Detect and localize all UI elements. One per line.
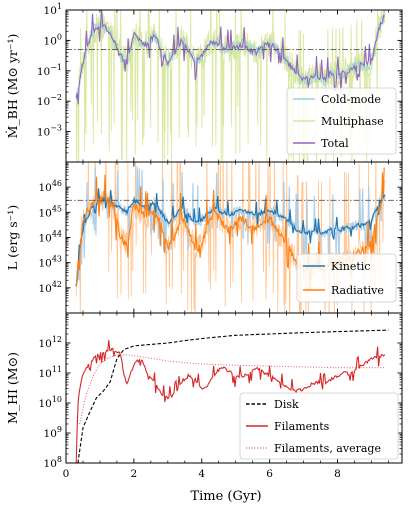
legend-label: Disk [274, 398, 299, 411]
series-noise-kinetic [75, 185, 386, 287]
plot-area [66, 162, 402, 313]
x-tick-label: 8 [334, 468, 341, 480]
y-tick-label: 1042 [38, 280, 62, 295]
series-noise-total [75, 10, 385, 105]
legend-label: Filaments, average [274, 442, 381, 455]
y-tick-exponent: −2 [50, 93, 62, 102]
series-noise-kinetic [75, 166, 386, 284]
legend-label: Radiative [331, 284, 384, 297]
y-tick-label: 10−3 [37, 124, 62, 139]
y-tick-exponent: −3 [50, 124, 62, 133]
axes-frame [65, 312, 403, 464]
y-tick-label: 100 [44, 32, 62, 47]
y-tick-label: 10−1 [37, 63, 62, 78]
legend: Cold-mode Multiphase Total [286, 87, 397, 155]
y-tick-exponent: 45 [52, 204, 62, 213]
legend: Disk Filaments Filaments, average [239, 392, 399, 460]
series-line-disk [77, 329, 389, 463]
x-tick-label: 2 [131, 468, 138, 480]
x-tick-label: 0 [63, 468, 70, 480]
y-tick-label: 1011 [38, 365, 62, 380]
y-tick-label: 1010 [38, 395, 62, 410]
y-tick-exponent: 42 [52, 280, 62, 289]
legend-label: Kinetic [331, 260, 370, 273]
y-tick-label: 1012 [38, 335, 62, 350]
y-tick-exponent: 9 [57, 425, 62, 434]
x-tick-label: 6 [266, 468, 273, 480]
y-tick-exponent: 44 [52, 230, 62, 239]
legend-box [286, 87, 397, 155]
legend-box [239, 392, 399, 460]
y-tick-exponent: 0 [57, 32, 62, 41]
legend-label: Total [321, 137, 349, 150]
legend-label: Filaments [274, 420, 330, 433]
y-tick-exponent: −1 [50, 63, 62, 72]
y-tick-label: 108 [44, 455, 62, 470]
y-tick-label: 109 [44, 425, 62, 440]
y-axis-label: M_HI (M⊙) [5, 352, 20, 424]
x-tick-label: 4 [198, 468, 205, 480]
legend-label: Cold-mode [321, 93, 381, 106]
y-tick-label: 1046 [38, 179, 62, 194]
y-tick-exponent: 8 [57, 455, 62, 464]
y-tick-exponent: 10 [52, 395, 62, 404]
y-tick-exponent: 11 [52, 365, 62, 374]
y-tick-exponent: 43 [52, 255, 62, 264]
y-axis-label: L (erg s⁻¹) [5, 205, 20, 270]
y-tick-label: 1044 [38, 230, 62, 245]
y-tick-exponent: 12 [52, 335, 62, 344]
y-tick-label: 101 [44, 2, 62, 17]
y-tick-exponent: 46 [52, 179, 62, 188]
y-axis-label: Ṁ_BH (M⊙ yr⁻¹) [5, 34, 20, 139]
legend-label: Multiphase [321, 115, 384, 128]
series-noise-filaments [75, 340, 386, 463]
y-tick-exponent: 1 [57, 2, 62, 11]
plot-area [75, 329, 389, 463]
y-tick-label: 10−2 [37, 93, 62, 108]
legend: Kinetic Radiative [296, 253, 397, 303]
x-axis-label: Time (Gyr) [190, 489, 261, 504]
y-tick-label: 1045 [38, 204, 62, 219]
y-tick-label: 1043 [38, 255, 62, 270]
